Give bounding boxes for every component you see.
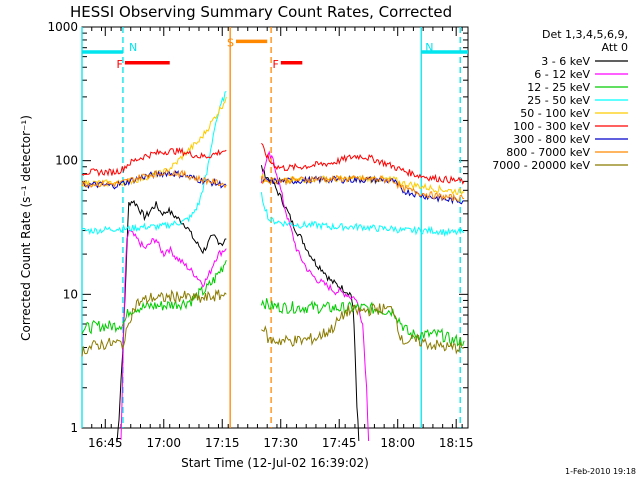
legend-label-7: 800 - 7000 keV [506,146,590,159]
x-tick-label: 17:00 [146,436,181,450]
legend-label-5: 100 - 300 keV [513,120,590,133]
series-line-7-seg-1 [260,174,465,203]
y-tick-label: 1000 [47,20,78,34]
legend-label-3: 25 - 50 keV [527,94,590,107]
x-tick-label: 18:15 [439,436,474,450]
flag-bar-label-3: F [273,58,279,71]
x-tick-label: 18:00 [380,436,415,450]
x-tick-label: 17:15 [205,436,240,450]
y-tick-label: 100 [55,154,78,168]
series-line-5-seg-0 [81,147,227,177]
series-line-0-seg-0 [116,199,227,442]
y-axis-label: Corrected Count Rate (s⁻¹ detector⁻¹) [19,115,33,341]
series-lines [81,90,465,442]
y-tick-label: 10 [63,287,78,301]
legend-label-2: 12 - 25 keV [527,81,590,94]
flag-bar-label-4: S [227,36,234,49]
series-line-2-seg-0 [81,260,227,335]
x-tick-label: 17:30 [263,436,298,450]
series-line-3-seg-1 [260,192,465,237]
series-line-1-seg-1 [260,150,370,442]
legend-label-1: 6 - 12 keV [534,68,590,81]
flag-bar-label-2: F [117,58,123,71]
series-line-0-seg-1 [260,165,360,442]
flag-bars: N NF FS [82,36,468,71]
x-tick-label: 17:45 [322,436,357,450]
series-line-6-seg-1 [260,174,465,205]
legend-label-0: 3 - 6 keV [541,55,590,68]
legend-label-6: 300 - 800 keV [513,133,590,146]
legend-label-8: 7000 - 20000 keV [492,159,590,172]
plot-area: 1 10 100 1000 16:45 17:00 17:15 17:30 17:45 18:00… [47,20,473,450]
series-line-3-seg-0 [81,90,227,235]
legend-header-line-2: Att 0 [602,41,628,54]
legend-header-line-1: Det 1,3,4,5,6,9, [542,28,628,41]
x-axis-label: Start Time (12-Jul-02 16:39:02) [181,456,369,470]
series-line-8-seg-0 [81,289,227,357]
axis-ticks: 1 10 100 1000 16:45 17:00 17:15 17:30 17:45 18:00… [47,20,473,450]
x-tick-label: 16:45 [88,436,123,450]
y-tick-label: 1 [70,421,78,435]
series-line-1-seg-0 [120,229,227,440]
series-line-8-seg-1 [261,303,465,355]
flag-bar-label-0: N [129,41,137,54]
series-line-5-seg-1 [261,142,465,185]
footer-date-stamp: 1-Feb-2010 19:18 [565,467,636,476]
vertical-markers [81,27,461,428]
chart-title: HESSI Observing Summary Count Rates, Cor… [70,3,452,21]
series-line-2-seg-1 [260,298,465,348]
legend-label-4: 50 - 100 keV [520,107,590,120]
flag-bar-label-1: N [425,41,433,54]
series-line-7-seg-0 [81,168,227,189]
